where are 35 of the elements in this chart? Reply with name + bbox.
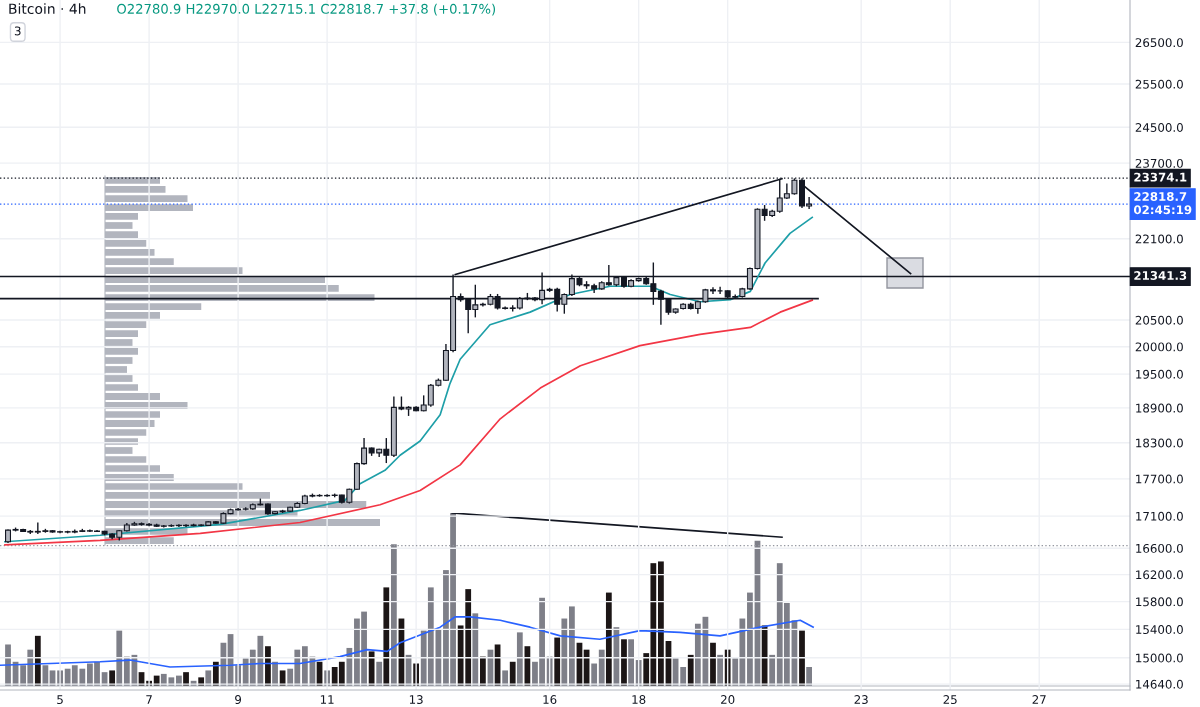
x-tick-label: 27 [1032,695,1046,704]
x-tick-label: 11 [320,695,334,704]
x-tick-label: 16 [543,695,557,704]
ref-line-label: 23374.1 [1134,172,1187,182]
x-tick-label: 9 [235,695,242,704]
y-tick-label: 22100.0 [1135,234,1183,244]
ref-line-label: 21341.3 [1134,271,1187,280]
y-tick-label: 15800.0 [1136,597,1183,607]
annotation: O22780.9 H22970.0 L22715.1 C22818.7 +37.8 (+0.17%) [117,3,496,16]
annotation: 3 [14,26,21,36]
y-tick-label: 19500.0 [1136,369,1183,379]
y-tick-label: 24500.0 [1135,122,1183,132]
y-tick-label: 18900.0 [1136,403,1183,413]
chart-title: Bitcoin · 4h [9,3,86,15]
ref-line-label: 22818.7 02:45:19 [1133,192,1192,215]
y-tick-label: 14640.0 [1136,679,1183,689]
y-tick-label: 20000.0 [1135,342,1183,352]
y-tick-label: 26500.0 [1135,38,1183,48]
y-tick-label: 17700.0 [1136,474,1183,484]
x-tick-label: 20 [721,695,735,704]
x-tick-label: 18 [632,695,646,704]
y-tick-label: 16600.0 [1136,543,1183,553]
x-tick-label: 5 [57,695,63,704]
x-tick-label: 23 [854,695,868,704]
y-tick-label: 17100.0 [1136,511,1183,521]
y-tick-label: 25500.0 [1135,79,1183,89]
y-tick-label: 15000.0 [1136,653,1183,663]
y-tick-label: 18300.0 [1136,438,1183,448]
y-tick-label: 16200.0 [1136,570,1183,580]
y-tick-label: 23700.0 [1135,158,1183,168]
x-tick-label: 25 [943,695,957,704]
x-tick-label: 7 [146,695,152,704]
x-tick-label: 13 [409,695,423,704]
y-tick-label: 15400.0 [1136,625,1183,634]
y-tick-label: 20500.0 [1135,315,1183,325]
